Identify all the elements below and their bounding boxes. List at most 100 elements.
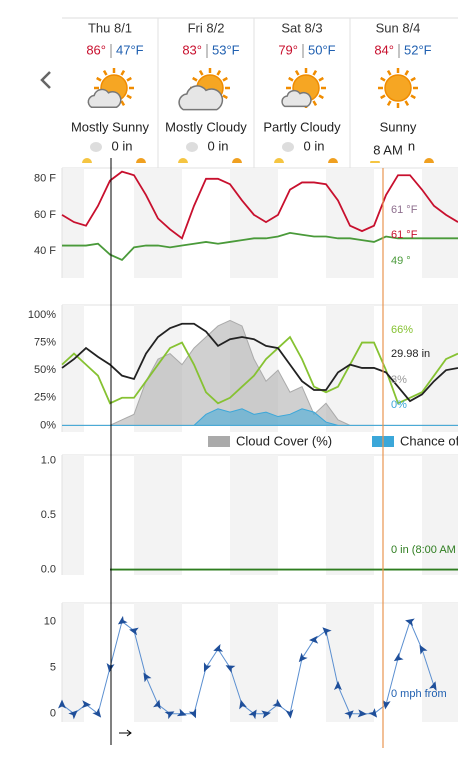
- sun-ray: [404, 100, 410, 106]
- day-label: Fri 8/2: [188, 20, 225, 35]
- y-tick-label: 75%: [34, 336, 56, 348]
- sun-ray: [222, 76, 228, 82]
- y-tick-label: 1.0: [41, 454, 56, 466]
- condition: Mostly Sunny: [71, 119, 150, 134]
- sun-ray: [120, 100, 126, 106]
- y-tick-label: 100%: [28, 309, 56, 321]
- night-band: [422, 455, 458, 575]
- precip: in: [405, 138, 415, 153]
- sun-ray: [380, 94, 386, 100]
- night-band: [326, 603, 374, 722]
- sun-ray: [404, 70, 410, 76]
- legend-label: Cloud Cover (%): [236, 433, 332, 448]
- sun-ray: [96, 76, 102, 82]
- cloud: [87, 88, 122, 108]
- sun-ray: [192, 76, 198, 82]
- night-band: [422, 168, 458, 278]
- sun-ray: [312, 70, 318, 76]
- prev-button[interactable]: [40, 71, 51, 89]
- sun-ray: [386, 70, 392, 76]
- high-temp: 79°: [278, 42, 298, 57]
- night-band: [62, 603, 84, 722]
- condition: Partly Cloudy: [263, 119, 341, 134]
- rain-icon: [186, 142, 198, 152]
- y-tick-label: 0.5: [41, 509, 56, 521]
- high-temp: 84°: [374, 42, 394, 57]
- annotation: 61 °F: [391, 204, 418, 216]
- wind-arrow: [176, 708, 187, 717]
- y-tick-label: 0: [50, 708, 56, 720]
- y-tick-label: 0%: [40, 419, 56, 431]
- wind-arrow: [213, 644, 224, 652]
- wind-arrow: [405, 618, 415, 627]
- wind-arrow: [344, 710, 354, 720]
- y-tick-label: 5: [50, 661, 56, 673]
- wind-arrow: [272, 698, 283, 708]
- night-band: [230, 603, 278, 722]
- wind-arrow: [248, 709, 257, 720]
- sunrise-icon: [178, 158, 188, 163]
- y-tick-label: 80 F: [34, 173, 56, 185]
- wind-arrow: [239, 699, 247, 710]
- y-tick-label: 50%: [34, 364, 56, 376]
- wind-arrow: [225, 665, 236, 673]
- sun-ray: [126, 76, 132, 82]
- high-temp: 86°: [86, 42, 106, 57]
- sunrise-icon: [82, 158, 92, 163]
- wind-arrow: [333, 681, 342, 691]
- annotation: 61 °F: [391, 229, 418, 241]
- low-temp: 53°F: [212, 42, 240, 57]
- condition: Mostly Cloudy: [165, 119, 247, 134]
- wind-arrow: [143, 672, 152, 683]
- legend-label: Chance of Precipitation (%): [400, 433, 458, 448]
- cloud: [281, 89, 312, 108]
- annotation: 66%: [391, 324, 413, 336]
- sun-ray: [318, 76, 324, 82]
- wind-arrow: [81, 700, 91, 709]
- wind-arrow: [382, 699, 391, 710]
- wind-arrow: [188, 708, 197, 719]
- line: [62, 231, 458, 262]
- cursor-label-bg: [368, 141, 408, 161]
- night-band: [62, 168, 84, 278]
- wind-arrow: [129, 627, 139, 636]
- night-band: [326, 455, 374, 575]
- sun-ray: [410, 94, 416, 100]
- night-band: [134, 455, 182, 575]
- sun-ray: [410, 76, 416, 82]
- low-temp: 50°F: [308, 42, 336, 57]
- wind-arrow: [117, 615, 128, 625]
- low-temp: 47°F: [116, 42, 144, 57]
- line: [61, 170, 458, 240]
- precip: 0 in: [112, 138, 133, 153]
- sunset-icon: [424, 158, 434, 163]
- wind-arrow: [58, 699, 66, 709]
- wind-arrow: [153, 699, 161, 710]
- sun: [384, 74, 412, 102]
- night-band: [422, 603, 458, 722]
- sun-ray: [120, 70, 126, 76]
- wind-arrow: [261, 710, 271, 719]
- sun-ray: [126, 94, 132, 100]
- legend-swatch: [208, 436, 230, 447]
- rain-icon: [90, 142, 102, 152]
- sunset-icon: [328, 158, 338, 163]
- sun-ray: [380, 76, 386, 82]
- sunset-icon: [232, 158, 242, 163]
- wind-arrow: [285, 709, 294, 719]
- y-tick-label: 60 F: [34, 209, 56, 221]
- low-temp: 52°F: [404, 42, 432, 57]
- area: [62, 408, 458, 426]
- annotation: 0 mph from: [391, 688, 447, 700]
- y-tick-label: 40 F: [34, 245, 56, 257]
- night-band: [230, 168, 278, 278]
- day-label: Sat 8/3: [281, 20, 322, 35]
- y-tick-label: 10: [44, 615, 56, 627]
- sun-ray: [312, 100, 318, 106]
- night-band: [62, 305, 84, 432]
- day-label: Sun 8/4: [376, 20, 421, 35]
- annotation: 0 in (8:00 AM: [391, 544, 456, 556]
- night-band: [230, 455, 278, 575]
- annotation: 29.98 in: [391, 348, 430, 360]
- y-tick-label: 25%: [34, 392, 56, 404]
